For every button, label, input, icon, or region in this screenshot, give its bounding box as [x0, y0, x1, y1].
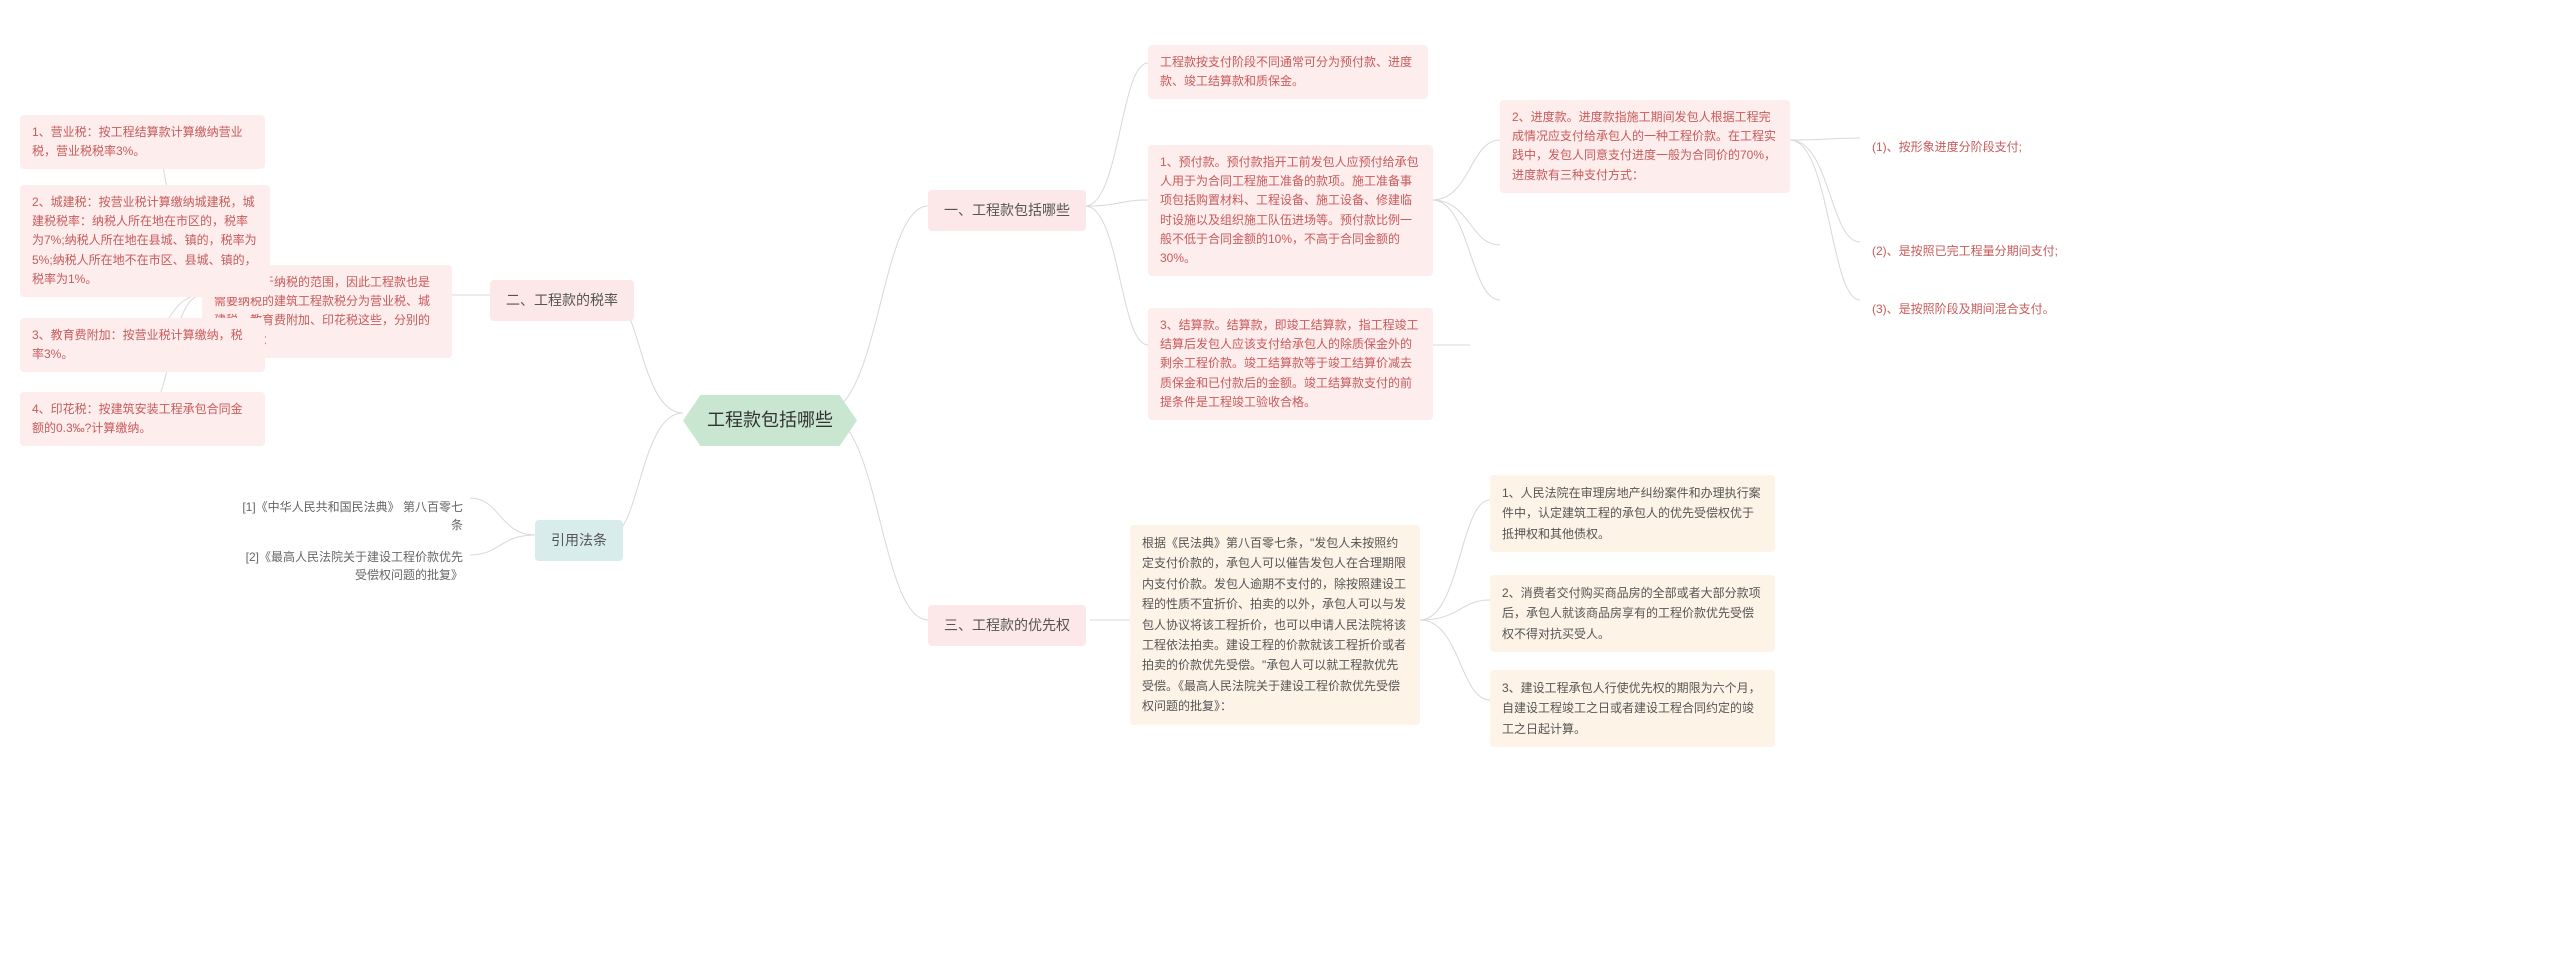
b1-c1: 1、预付款。预付款指开工前发包人应预付给承包人用于为合同工程施工准备的款项。施工… — [1148, 145, 1433, 276]
b1-c3: 3、结算款。结算款，即竣工结算款，指工程竣工结算后发包人应该支付给承包人的除质保… — [1148, 308, 1433, 420]
branch-1[interactable]: 一、工程款包括哪些 — [928, 190, 1086, 231]
b2-c3: 3、教育费附加：按营业税计算缴纳，税率3%。 — [20, 318, 265, 372]
branch-ref[interactable]: 引用法条 — [535, 520, 623, 561]
b3-desc: 根据《民法典》第八百零七条，"发包人未按照约定支付价款的，承包人可以催告发包人在… — [1130, 525, 1420, 725]
b2-c4: 4、印花税：按建筑安装工程承包合同金额的0.3‰?计算缴纳。 — [20, 392, 265, 446]
b3-c2: 2、消费者交付购买商品房的全部或者大部分款项后，承包人就该商品房享有的工程价款优… — [1490, 575, 1775, 652]
branch-3[interactable]: 三、工程款的优先权 — [928, 605, 1086, 646]
ref-r1: [1]《中华人民共和国民法典》 第八百零七条 — [225, 490, 475, 542]
root-node[interactable]: 工程款包括哪些 — [683, 395, 857, 446]
branch-2[interactable]: 二、工程款的税率 — [490, 280, 634, 321]
ref-r2: [2]《最高人民法院关于建设工程价款优先受偿权问题的批复》 — [225, 540, 475, 592]
b1-intro: 工程款按支付阶段不同通常可分为预付款、进度款、竣工结算款和质保金。 — [1148, 45, 1428, 99]
b2-c1: 1、营业税：按工程结算款计算缴纳营业税，营业税税率3%。 — [20, 115, 265, 169]
b3-c3: 3、建设工程承包人行使优先权的期限为六个月，自建设工程竣工之日或者建设工程合同约… — [1490, 670, 1775, 747]
b2-c2: 2、城建税：按营业税计算缴纳城建税，城建税税率：纳税人所在地在市区的，税率为7%… — [20, 185, 270, 297]
b1-c2: 2、进度款。进度款指施工期间发包人根据工程完成情况应支付给承包人的一种工程价款。… — [1500, 100, 1790, 193]
b3-c1: 1、人民法院在审理房地产纠纷案件和办理执行案件中，认定建筑工程的承包人的优先受偿… — [1490, 475, 1775, 552]
b1-c2-sub3: (3)、是按照阶段及期间混合支付。 — [1860, 292, 2067, 327]
b1-c2-sub1: (1)、按形象进度分阶段支付; — [1860, 130, 2034, 165]
b1-c2-sub2: (2)、是按照已完工程量分期间支付; — [1860, 234, 2070, 269]
